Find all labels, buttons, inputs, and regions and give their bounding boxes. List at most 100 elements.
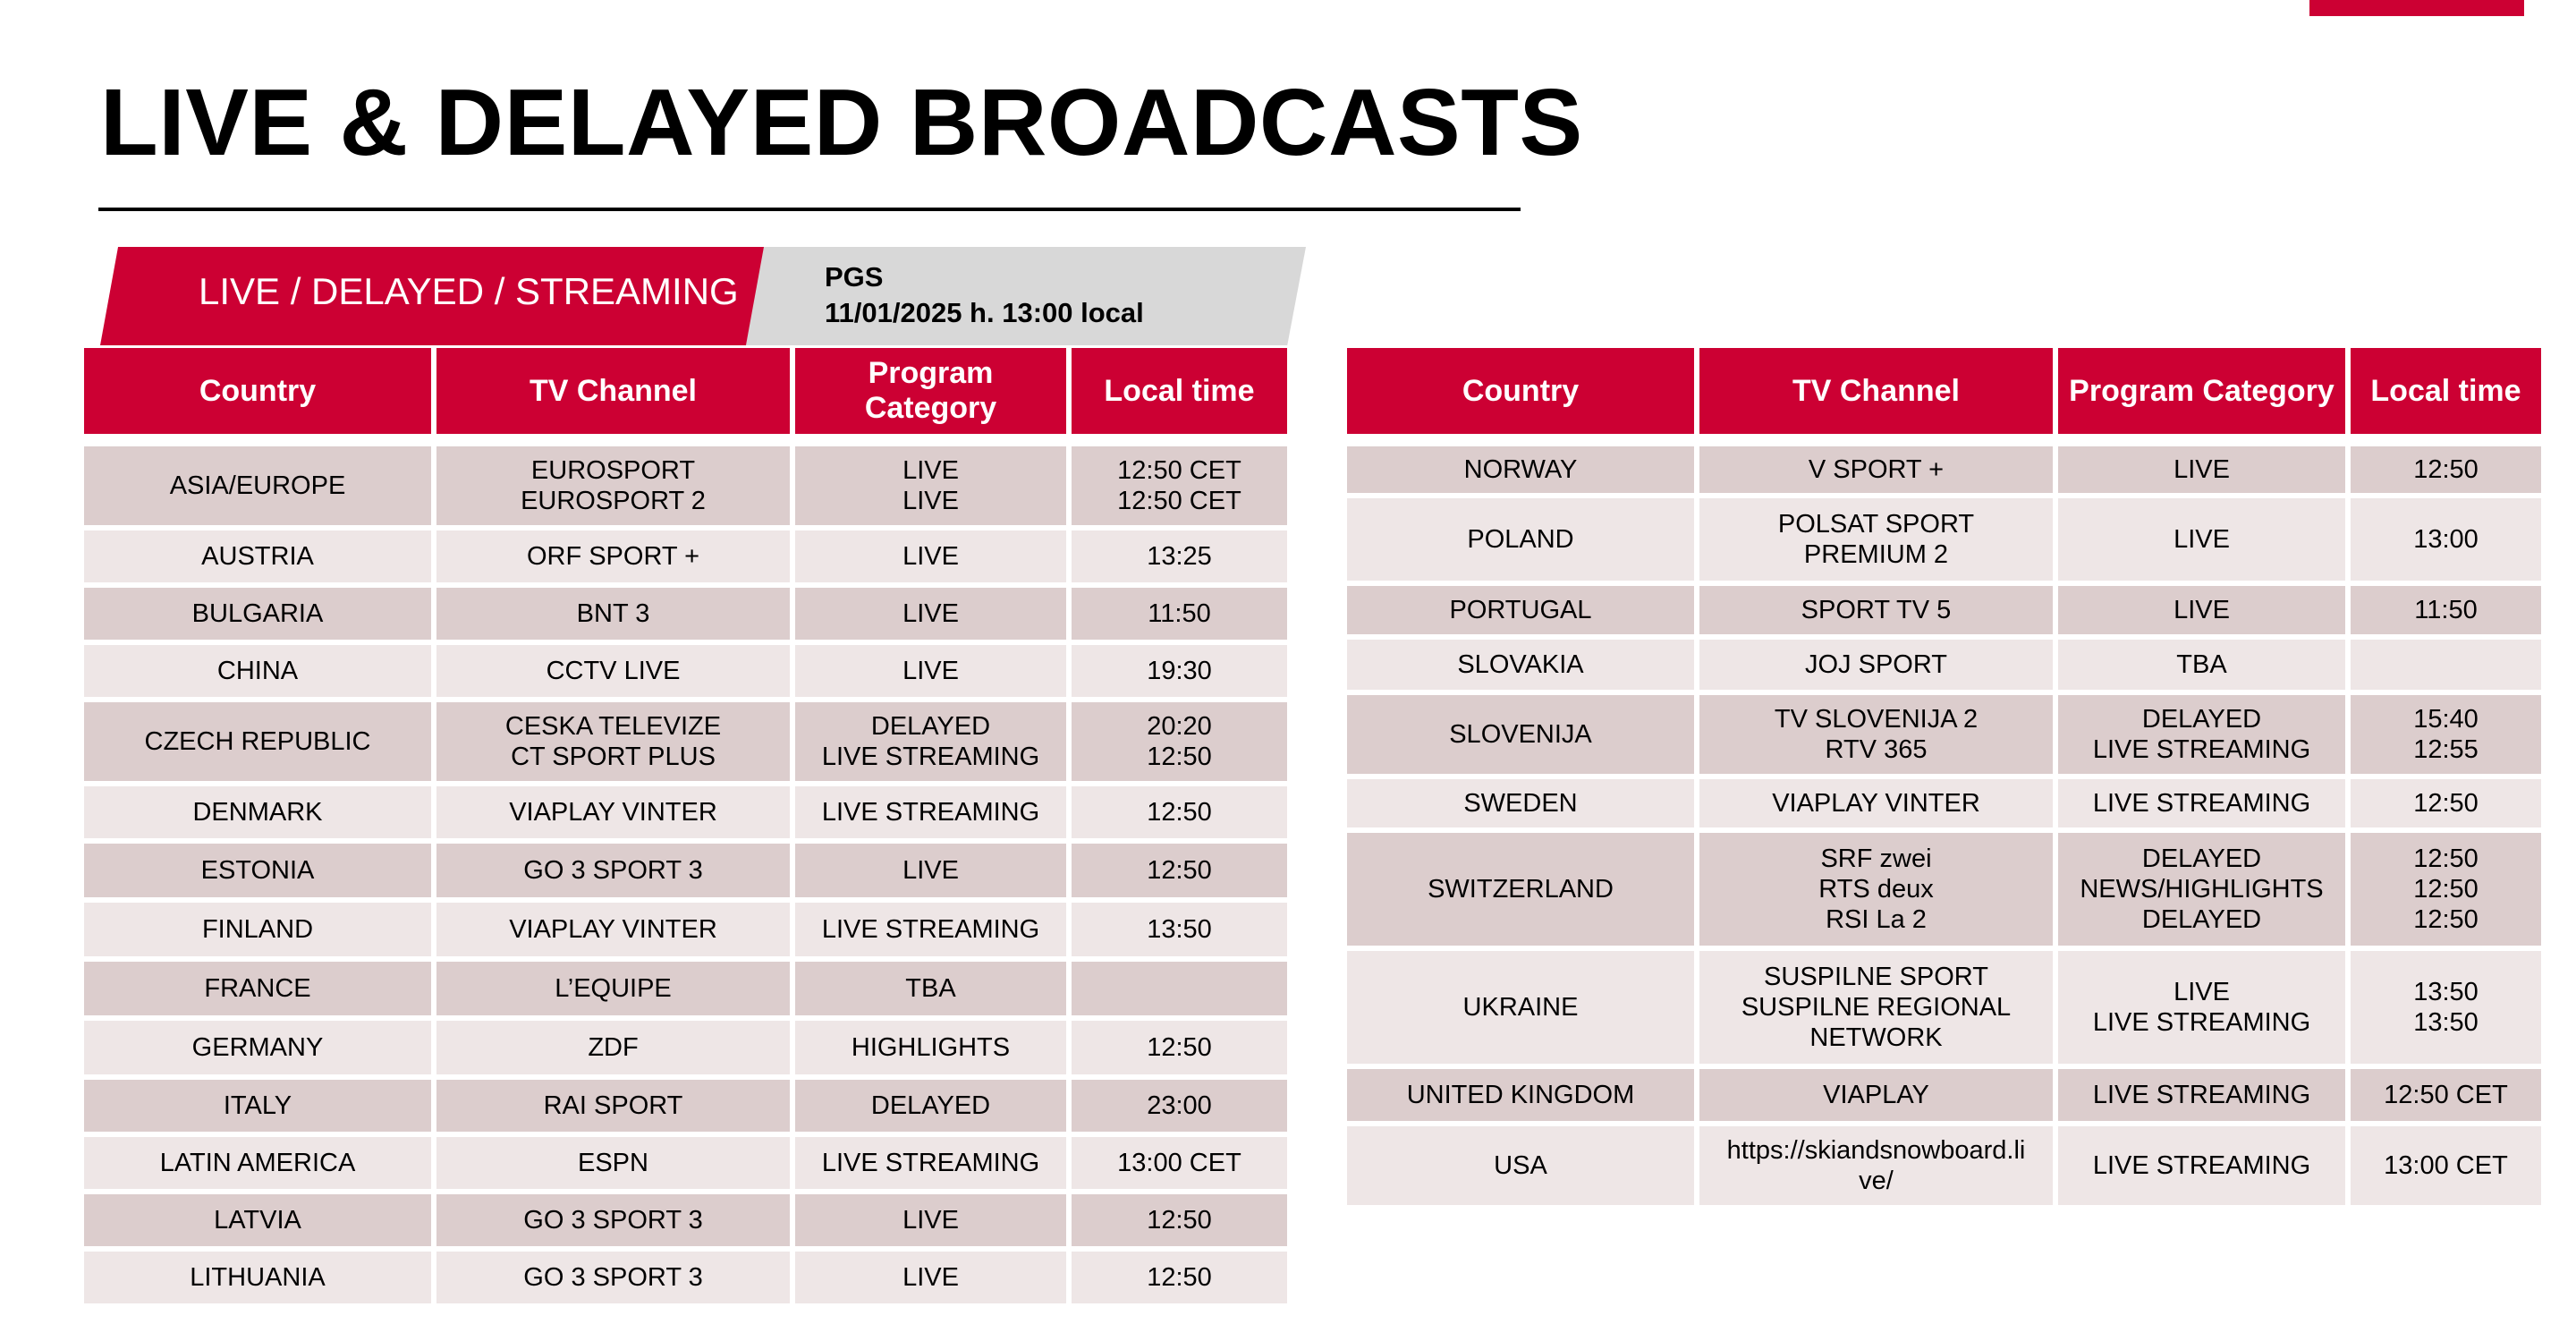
cell-tv-channel-line: SUSPILNE REGIONAL — [1741, 993, 2012, 1022]
cell-local-time-line: 13:00 CET — [1117, 1149, 1241, 1177]
table-header-row: Country TV Channel Program Category Loca… — [1347, 348, 2541, 434]
cell-local-time: 20:20 12:50 — [1072, 702, 1287, 781]
header-tv-channel: TV Channel — [1699, 348, 2053, 434]
cell-tv-channel: GO 3 SPORT 3 — [436, 1194, 790, 1246]
cell-tv-channel-line: RSI La 2 — [1826, 905, 1927, 934]
cell-local-time: 15:40 12:55 — [2351, 695, 2541, 774]
cell-tv-channel-line: EUROSPORT — [530, 456, 696, 485]
cell-tv-channel-line: VIAPLAY VINTER — [509, 915, 717, 944]
cell-program-category-line: LIVE STREAMING — [821, 1149, 1040, 1177]
cell-tv-channel: TV SLOVENIJA 2 RTV 365 — [1699, 695, 2053, 774]
cell-program-category-line: LIVE STREAMING — [2092, 735, 2311, 764]
cell-country: CHINA — [84, 645, 431, 697]
corner-accent-bar — [2309, 0, 2524, 16]
table-row: ASIA/EUROPE EUROSPORT EUROSPORT 2 LIVE LIVE 1… — [84, 446, 1287, 525]
cell-program-category-line: NEWS/HIGHLIGHTS — [2080, 875, 2324, 904]
cell-program-category: LIVE STREAMING — [2058, 779, 2345, 828]
cell-program-category-line: DELAYED — [870, 1091, 991, 1120]
table-row: PORTUGAL SPORT TV 5 LIVE 11:50 — [1347, 586, 2541, 634]
cell-local-time — [1072, 962, 1287, 1015]
cell-country: LATVIA — [84, 1194, 431, 1246]
cell-program-category-line: LIVE — [902, 856, 959, 885]
header-country: Country — [1347, 348, 1694, 434]
broadcast-table-right-body: NORWAY V SPORT + LIVE 12:50 POLAND POLSAT SPO… — [1347, 446, 2541, 1205]
cell-tv-channel-line: CESKA TELEVIZE — [504, 712, 722, 741]
cell-program-category: LIVE — [2058, 498, 2345, 581]
cell-program-category-line: TBA — [905, 974, 956, 1003]
cell-local-time-line: 13:50 — [1147, 915, 1212, 944]
cell-program-category: LIVE STREAMING — [2058, 1069, 2345, 1121]
cell-program-category: LIVE LIVE — [795, 446, 1066, 525]
cell-country: POLAND — [1347, 498, 1694, 581]
cell-program-category-line: LIVE — [902, 542, 959, 571]
cell-local-time-line: 13:25 — [1147, 542, 1212, 571]
header-program-category: Program Category — [2058, 348, 2345, 434]
cell-local-time: 12:50 — [1072, 1194, 1287, 1246]
table-row: UNITED KINGDOM VIAPLAY LIVE STREAMING 12:50… — [1347, 1069, 2541, 1121]
cell-country: ESTONIA — [84, 844, 431, 897]
cell-program-category: DELAYED LIVE STREAMING — [795, 702, 1066, 781]
table-row: LITHUANIA GO 3 SPORT 3 LIVE 12:50 — [84, 1252, 1287, 1303]
cell-country: CZECH REPUBLIC — [84, 702, 431, 781]
cell-tv-channel: V SPORT + — [1699, 446, 2053, 493]
cell-tv-channel-line: V SPORT + — [1808, 455, 1945, 484]
banner-label: LIVE / DELAYED / STREAMING — [199, 270, 739, 312]
broadcast-table-left: Country TV Channel Program Category Loca… — [79, 343, 1292, 1309]
cell-tv-channel: L’EQUIPE — [436, 962, 790, 1015]
cell-program-category: LIVE STREAMING — [2058, 1126, 2345, 1205]
cell-tv-channel-line: RTS deux — [1818, 875, 1934, 904]
table-row: SLOVENIJA TV SLOVENIJA 2 RTV 365 DELAYED LIV… — [1347, 695, 2541, 774]
table-row: USA https://skiandsnowboard.li ve/LIVE STR… — [1347, 1126, 2541, 1205]
cell-local-time: 13:50 — [1072, 903, 1287, 956]
cell-country: SWITZERLAND — [1347, 833, 1694, 946]
cell-tv-channel-line: EUROSPORT 2 — [521, 487, 706, 515]
cell-program-category-line: LIVE STREAMING — [2092, 789, 2311, 818]
cell-local-time: 13:50 13:50 — [2351, 951, 2541, 1064]
cell-program-category: LIVE STREAMING — [795, 903, 1066, 956]
cell-program-category: LIVE — [795, 1194, 1066, 1246]
cell-country: LATIN AMERICA — [84, 1137, 431, 1189]
cell-program-category-line: LIVE STREAMING — [2092, 1081, 2311, 1109]
cell-local-time-line: 12:55 — [2413, 735, 2479, 764]
cell-tv-channel-line: VIAPLAY — [1823, 1081, 1929, 1109]
cell-country: SLOVAKIA — [1347, 640, 1694, 690]
header-tv-channel: TV Channel — [436, 348, 790, 434]
cell-tv-channel-line: NETWORK — [1809, 1023, 1943, 1052]
cell-tv-channel: ESPN — [436, 1137, 790, 1189]
cell-country: USA — [1347, 1126, 1694, 1205]
cell-local-time-line: 12:50 — [2413, 844, 2479, 873]
cell-tv-channel-line: GO 3 SPORT 3 — [523, 1263, 703, 1292]
cell-local-time-line: 12:50 — [2413, 455, 2479, 484]
table-row: LATVIA GO 3 SPORT 3 LIVE 12:50 — [84, 1194, 1287, 1246]
cell-tv-channel: SUSPILNE SPORT SUSPILNE REGIONAL NETWORK — [1699, 951, 2053, 1064]
header-spacer — [84, 439, 1287, 441]
cell-tv-channel: GO 3 SPORT 3 — [436, 1252, 790, 1303]
cell-tv-channel: EUROSPORT EUROSPORT 2 — [436, 446, 790, 525]
table-row: FRANCE L’EQUIPE TBA — [84, 962, 1287, 1015]
cell-country: AUSTRIA — [84, 530, 431, 582]
cell-country: FRANCE — [84, 962, 431, 1015]
cell-local-time: 13:00 CET — [2351, 1126, 2541, 1205]
cell-program-category-line: LIVE STREAMING — [821, 915, 1040, 944]
cell-tv-channel: POLSAT SPORT PREMIUM 2 — [1699, 498, 2053, 581]
cell-local-time-line: 12:50 — [1147, 1263, 1212, 1292]
cell-local-time: 23:00 — [1072, 1080, 1287, 1132]
cell-tv-channel: JOJ SPORT — [1699, 640, 2053, 690]
table-row: AUSTRIA ORF SPORT + LIVE 13:25 — [84, 530, 1287, 582]
cell-program-category: LIVE STREAMING — [795, 786, 1066, 838]
cell-program-category-line: DELAYED — [2141, 905, 2262, 934]
cell-program-category: LIVE — [795, 530, 1066, 582]
cell-country: SLOVENIJA — [1347, 695, 1694, 774]
table-row: POLAND POLSAT SPORT PREMIUM 2 LIVE 13:00 — [1347, 498, 2541, 581]
cell-tv-channel: ORF SPORT + — [436, 530, 790, 582]
cell-tv-channel-line: PREMIUM 2 — [1803, 540, 1949, 569]
cell-local-time-line: 11:50 — [1148, 599, 1211, 628]
cell-local-time-line: 12:50 — [1147, 1206, 1212, 1235]
cell-program-category: LIVE — [2058, 586, 2345, 634]
header-country: Country — [84, 348, 431, 434]
cell-tv-channel: VIAPLAY VINTER — [436, 786, 790, 838]
cell-country: GERMANY — [84, 1021, 431, 1074]
cell-program-category: HIGHLIGHTS — [795, 1021, 1066, 1074]
cell-tv-channel-line: VIAPLAY VINTER — [1772, 789, 1980, 818]
table-row: CHINA CCTV LIVE LIVE 19:30 — [84, 645, 1287, 697]
